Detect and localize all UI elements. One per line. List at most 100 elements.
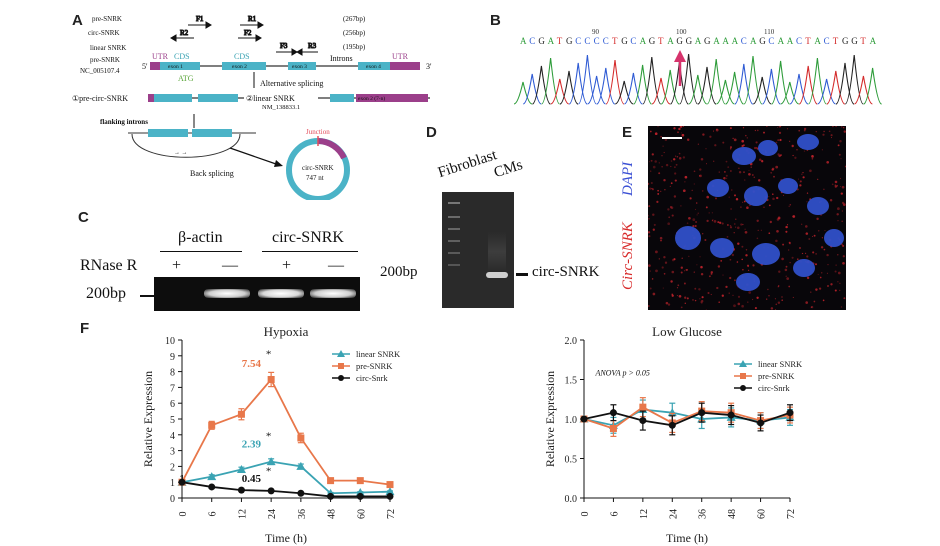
base-letter: A xyxy=(814,36,821,46)
chart-annotation: * xyxy=(266,431,272,443)
circ-snrk-stain-label: Circ-SNRK xyxy=(620,222,636,290)
exon-3-label: exon 3 xyxy=(292,64,307,70)
treatment-2: — xyxy=(222,257,238,274)
data-point xyxy=(178,478,186,486)
panel-c: C β-actin circ-SNRK RNase R + — + — 200b… xyxy=(0,205,400,315)
position-110: 110 xyxy=(764,28,775,36)
size-256: (256bp) xyxy=(343,29,366,37)
trace-peak xyxy=(780,81,799,105)
data-point xyxy=(639,403,647,411)
cds-left: CDS xyxy=(174,52,190,61)
data-point xyxy=(639,417,647,425)
data-point xyxy=(727,411,735,419)
x-tick-label: 12 xyxy=(639,509,650,519)
series-line xyxy=(583,411,791,427)
panel-a-label: A xyxy=(72,12,83,29)
base-letter: A xyxy=(787,36,794,46)
band-lane-2 xyxy=(204,289,250,298)
chart-title: Low Glucose xyxy=(652,324,722,339)
data-point xyxy=(267,376,275,383)
primer-f3: F3 xyxy=(280,42,288,50)
position-90: 90 xyxy=(592,28,600,36)
chart-annotation: * xyxy=(266,348,272,360)
trace-peak xyxy=(706,58,726,105)
legend-label: pre-SNRK xyxy=(356,361,393,371)
three-prime: 3' xyxy=(426,62,432,71)
base-letter: C xyxy=(630,36,636,46)
base-letter: C xyxy=(584,36,590,46)
data-point xyxy=(356,492,364,500)
chart-annotation: 7.54 xyxy=(242,358,262,370)
base-letter: A xyxy=(520,36,527,46)
primer-r1: R1 xyxy=(248,15,257,23)
base-letter: G xyxy=(566,36,573,46)
trace-peak xyxy=(716,79,735,105)
base-letter: G xyxy=(842,36,849,46)
data-point xyxy=(296,461,306,470)
linear-label: ②linear SNRK xyxy=(246,94,295,103)
base-letter: A xyxy=(750,36,757,46)
base-letter: G xyxy=(851,36,858,46)
size-195: (195bp) xyxy=(343,43,366,51)
data-point xyxy=(667,408,677,417)
trace-peak xyxy=(679,53,699,105)
x-tick-label: 60 xyxy=(356,509,367,519)
y-tick-label: 5 xyxy=(170,415,175,426)
legend-label: linear SNRK xyxy=(356,349,401,359)
trace-peak xyxy=(532,65,551,105)
base-letter: T xyxy=(557,36,563,46)
data-point xyxy=(786,409,794,417)
base-letter: A xyxy=(870,36,877,46)
base-letter: C xyxy=(824,36,830,46)
exon-4-box xyxy=(358,62,402,70)
back-splicing-label: Back splicing xyxy=(190,169,234,178)
x-tick-label: 36 xyxy=(698,509,709,519)
x-tick-label: 48 xyxy=(327,509,338,519)
trace-peak xyxy=(642,56,662,105)
base-letter: C xyxy=(594,36,600,46)
series-line xyxy=(181,481,390,498)
circ-snrk-band xyxy=(486,272,508,278)
data-point xyxy=(297,489,305,497)
fluorescence-image xyxy=(648,126,846,310)
trace-peak xyxy=(605,59,625,105)
x-tick-label: 0 xyxy=(580,512,591,517)
base-letter: A xyxy=(732,36,739,46)
y-tick-label: 1.5 xyxy=(565,376,578,387)
y-axis-label: Relative Expression xyxy=(141,371,155,467)
legend-label: linear SNRK xyxy=(758,359,803,369)
panel-e-label: E xyxy=(622,124,633,141)
chart-annotation: 2.39 xyxy=(242,438,262,450)
primer-r3: R3 xyxy=(308,42,317,50)
x-tick-label: 36 xyxy=(297,509,308,519)
linear-id: NM_138833.1 xyxy=(262,104,300,111)
trace-peak xyxy=(771,60,790,105)
panel-b-label: B xyxy=(490,12,501,29)
trace-peak xyxy=(798,65,818,105)
trace-peak xyxy=(743,55,763,105)
data-point xyxy=(237,486,245,494)
junction-arrow-icon xyxy=(674,50,686,62)
data-point xyxy=(237,410,245,418)
gene-structure-diagram: pre-SNRK circ-SNRK linear SNRK pre-SNRK … xyxy=(72,15,432,200)
x-axis-label: Time (h) xyxy=(666,531,708,545)
chart-title: Hypoxia xyxy=(264,324,309,339)
base-letter: C xyxy=(603,36,609,46)
band-lane-4 xyxy=(310,289,356,298)
alt-splicing-label: Alternative splicing xyxy=(260,79,323,88)
base-letter: A xyxy=(695,36,702,46)
y-tick-label: 2 xyxy=(170,462,175,473)
y-tick-label: 0 xyxy=(170,494,175,505)
x-tick-label: 12 xyxy=(237,509,248,519)
svg-text:→ →: → → xyxy=(174,150,188,156)
data-point xyxy=(609,424,617,432)
trace-peak xyxy=(596,67,616,105)
trace-peak xyxy=(651,77,671,105)
flanking-label: flanking introns xyxy=(100,118,148,126)
circ-length-label: 747 nt xyxy=(306,174,324,182)
base-letter: G xyxy=(676,36,683,46)
trace-peak xyxy=(550,78,569,105)
data-point xyxy=(386,492,394,500)
chart-annotation: 1 xyxy=(179,473,185,485)
